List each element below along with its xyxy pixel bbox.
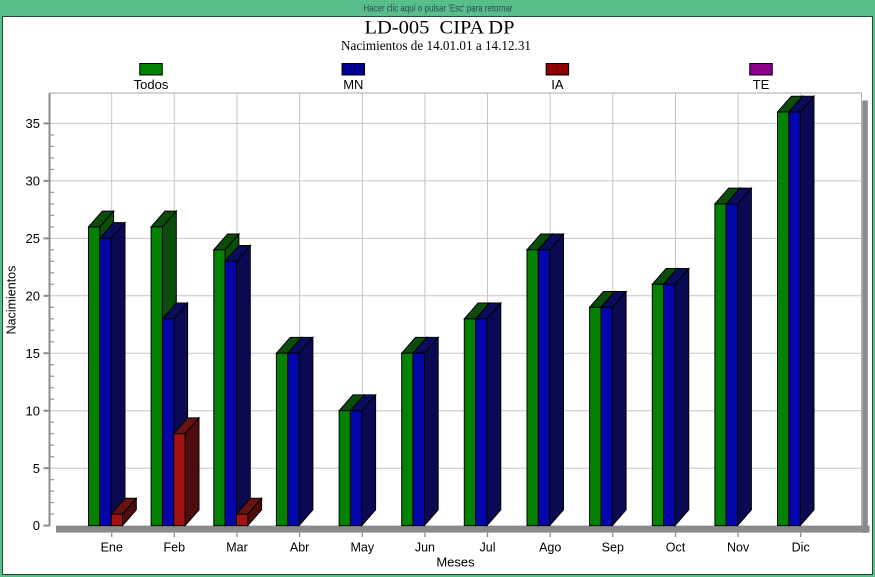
svg-text:TE: TE [753, 77, 770, 92]
svg-text:5: 5 [33, 461, 40, 476]
svg-text:Jun: Jun [415, 541, 435, 555]
svg-text:15: 15 [26, 346, 40, 361]
svg-text:Ago: Ago [539, 541, 561, 555]
svg-text:35: 35 [26, 116, 40, 131]
svg-text:IA: IA [551, 77, 564, 92]
svg-text:Nov: Nov [727, 541, 750, 555]
svg-text:Dic: Dic [792, 541, 810, 555]
svg-text:25: 25 [26, 231, 40, 246]
svg-text:Sep: Sep [602, 541, 624, 555]
svg-text:20: 20 [26, 288, 40, 303]
svg-text:Hacer clic aquí o pulsar 'Esc': Hacer clic aquí o pulsar 'Esc' para reto… [364, 3, 513, 15]
svg-text:Nacimientos de 14.01.01 a 14.1: Nacimientos de 14.01.01 a 14.12.31 [341, 39, 531, 54]
svg-text:10: 10 [26, 403, 40, 418]
svg-text:30: 30 [26, 174, 40, 189]
svg-text:LD-005 CIPA DP: LD-005 CIPA DP [365, 18, 515, 39]
svg-text:MN: MN [343, 77, 363, 92]
svg-text:Feb: Feb [164, 541, 186, 555]
svg-text:Todos: Todos [134, 77, 169, 92]
svg-text:May: May [350, 541, 374, 555]
svg-text:Mar: Mar [226, 541, 248, 555]
svg-text:0: 0 [33, 518, 40, 533]
svg-text:Oct: Oct [666, 541, 686, 555]
svg-text:Ene: Ene [101, 541, 123, 555]
svg-text:Nacimientos: Nacimientos [5, 266, 19, 335]
svg-text:Abr: Abr [290, 541, 309, 555]
svg-text:Meses: Meses [436, 555, 475, 570]
svg-text:Jul: Jul [480, 541, 496, 555]
